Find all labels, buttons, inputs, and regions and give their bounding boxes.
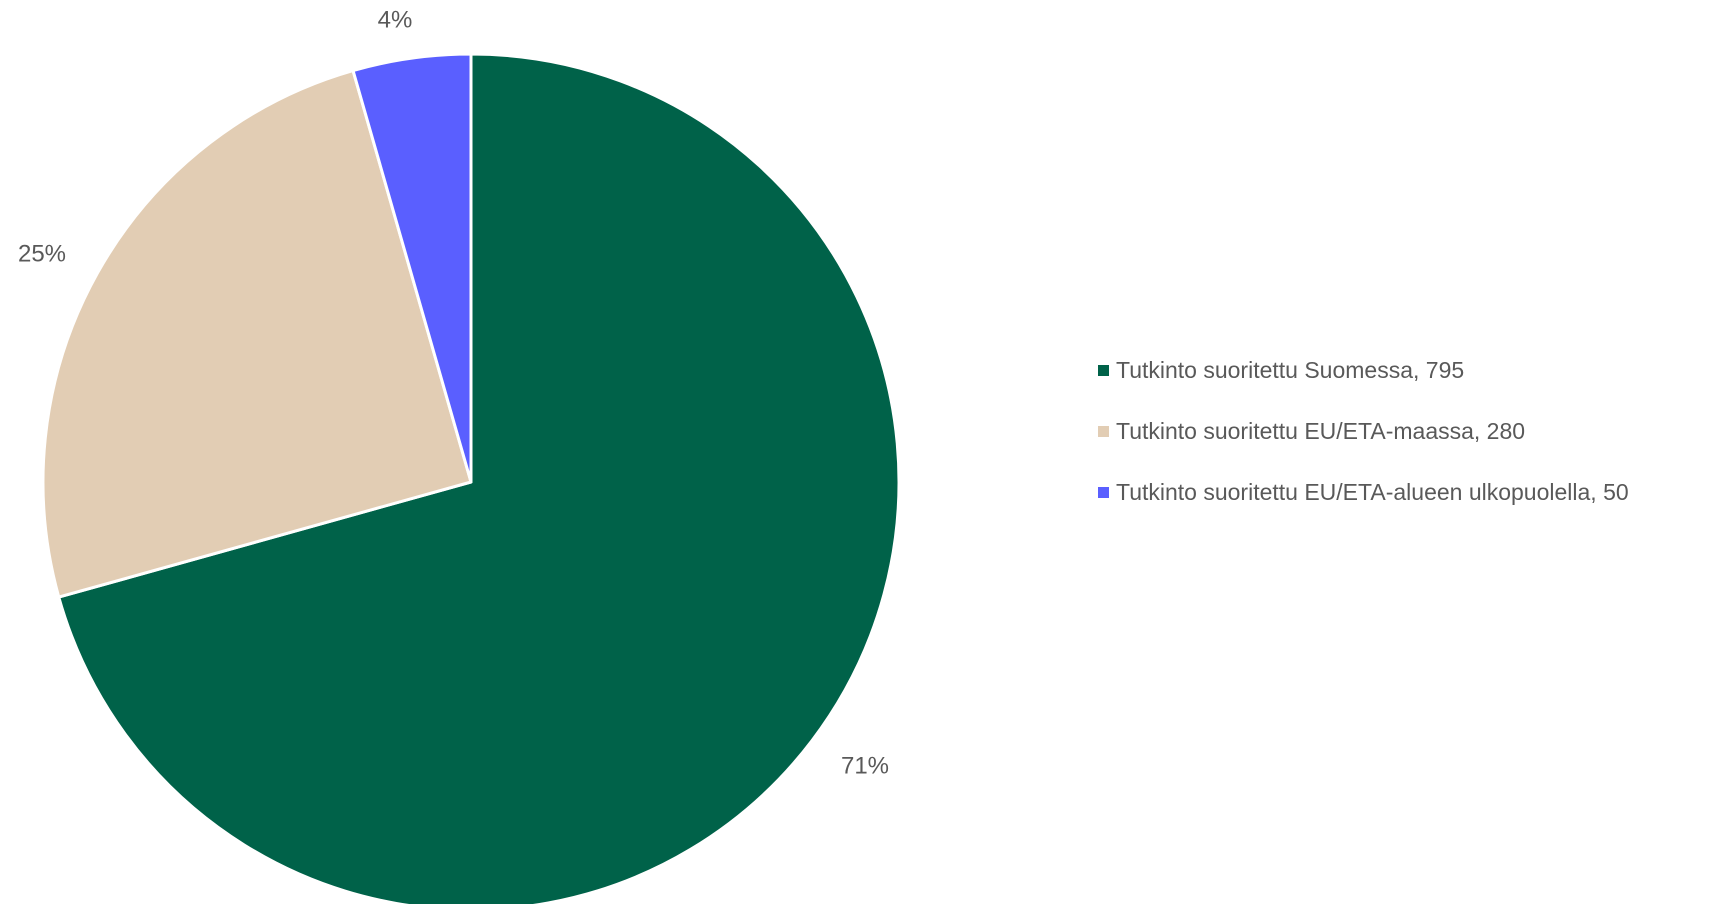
legend: Tutkinto suoritettu Suomessa, 795 Tutkint… [1098,355,1629,538]
legend-label-2: Tutkinto suoritettu EU/ETA-maassa, 280 [1116,417,1526,444]
pie-slice-2 [41,69,473,599]
pie-slices [41,52,901,904]
percent-label-3: 4% [378,6,413,33]
legend-item-2: Tutkinto suoritettu EU/ETA-maassa, 280 [1098,416,1629,446]
legend-swatch-3 [1098,486,1109,498]
pie-slice-1 [57,52,901,904]
percent-labels: 71% 25% 4% [18,6,889,779]
legend-swatch-1 [1098,364,1109,376]
legend-item-3: Tutkinto suoritettu EU/ETA-alueen ulkopu… [1098,477,1629,507]
percent-label-1: 71% [841,752,889,779]
legend-swatch-2 [1098,425,1109,437]
legend-label-3: Tutkinto suoritettu EU/ETA-alueen ulkopu… [1116,478,1629,505]
pie-slice-3 [351,52,473,484]
legend-label-1: Tutkinto suoritettu Suomessa, 795 [1116,356,1465,383]
percent-label-2: 25% [18,240,66,267]
legend-item-1: Tutkinto suoritettu Suomessa, 795 [1098,355,1629,385]
